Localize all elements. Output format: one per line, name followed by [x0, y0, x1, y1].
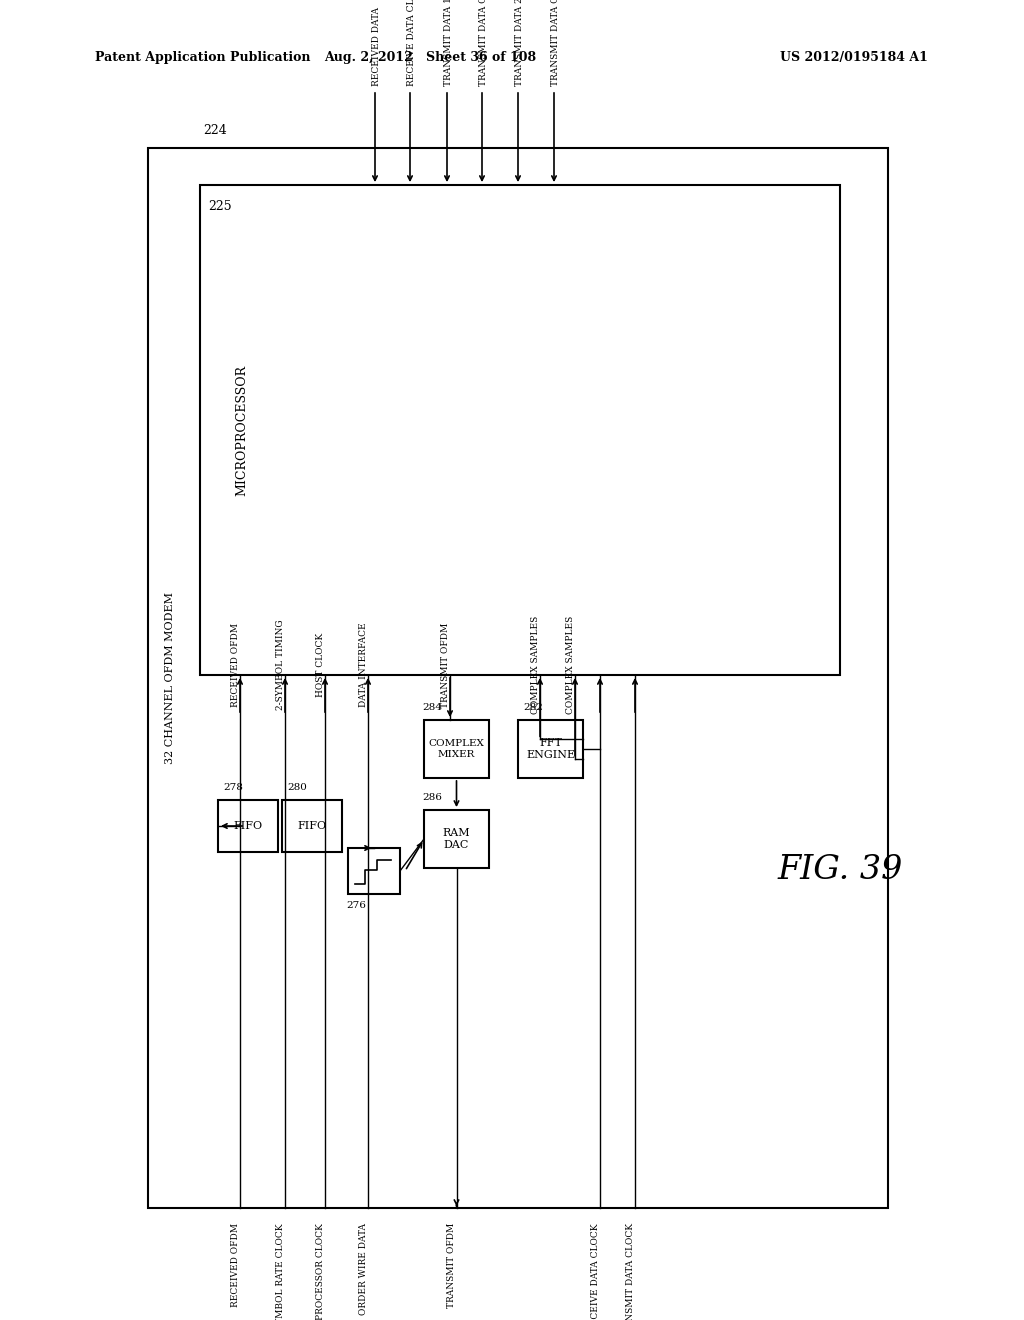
Text: US 2012/0195184 A1: US 2012/0195184 A1 — [780, 51, 928, 65]
Text: FIG. 39: FIG. 39 — [777, 854, 903, 886]
Text: RECEIVED DATA: RECEIVED DATA — [372, 7, 381, 86]
Text: TRANSMIT OFDM: TRANSMIT OFDM — [447, 1224, 457, 1308]
Bar — [282, 800, 342, 851]
Bar — [424, 719, 489, 777]
Text: FIFO: FIFO — [233, 821, 262, 832]
Bar — [424, 810, 489, 869]
Text: 224: 224 — [203, 124, 226, 136]
Text: COMPLEX SAMPLES: COMPLEX SAMPLES — [566, 616, 575, 714]
Text: RECEIVE DATA CLOCK: RECEIVE DATA CLOCK — [591, 1224, 600, 1320]
Text: TRANSMIT DATA 1: TRANSMIT DATA 1 — [444, 0, 453, 86]
Text: RECEIVED OFDM: RECEIVED OFDM — [231, 1224, 240, 1307]
Bar — [148, 148, 888, 1208]
Text: HOST CLOCK: HOST CLOCK — [316, 632, 325, 697]
Text: ORDER WIRE DATA: ORDER WIRE DATA — [359, 1224, 368, 1315]
Text: COMPLEX
MIXER: COMPLEX MIXER — [429, 739, 484, 759]
Text: 32 CHANNEL OFDM MODEM: 32 CHANNEL OFDM MODEM — [165, 591, 175, 764]
Text: SYMBOL RATE CLOCK: SYMBOL RATE CLOCK — [276, 1224, 285, 1320]
Text: RECEIVE DATA CLOCK 1: RECEIVE DATA CLOCK 1 — [407, 0, 416, 86]
Text: Aug. 2, 2012   Sheet 36 of 108: Aug. 2, 2012 Sheet 36 of 108 — [324, 51, 536, 65]
Text: TRANSMIT DATA 2: TRANSMIT DATA 2 — [515, 0, 524, 86]
Bar — [518, 719, 583, 777]
Text: TRANSMIT DATA CLOCK 2: TRANSMIT DATA CLOCK 2 — [551, 0, 560, 86]
Text: 225: 225 — [208, 201, 231, 214]
Text: FIFO: FIFO — [297, 821, 327, 832]
Text: MICROPROCESSOR: MICROPROCESSOR — [236, 364, 249, 495]
Text: RECEIVED OFDM: RECEIVED OFDM — [231, 623, 240, 708]
Text: 286: 286 — [422, 793, 442, 803]
Bar — [200, 185, 840, 675]
Text: Patent Application Publication: Patent Application Publication — [95, 51, 310, 65]
Text: TRANSMIT DATA CLOCK: TRANSMIT DATA CLOCK — [626, 1224, 635, 1320]
Text: 284: 284 — [422, 704, 442, 713]
Text: 2-SYMBOL TIMING: 2-SYMBOL TIMING — [276, 619, 285, 710]
Text: 282: 282 — [523, 704, 543, 713]
Bar — [348, 847, 400, 894]
Text: 276: 276 — [346, 902, 366, 911]
Text: RAM
DAC: RAM DAC — [442, 828, 470, 850]
Text: TRANSMIT DATA CLOCK 1: TRANSMIT DATA CLOCK 1 — [479, 0, 488, 86]
Text: FFT
ENGINE: FFT ENGINE — [526, 738, 575, 760]
Text: COMPLEX SAMPLES: COMPLEX SAMPLES — [531, 616, 540, 714]
Bar — [218, 800, 278, 851]
Text: 278: 278 — [223, 784, 243, 792]
Text: 280: 280 — [287, 784, 307, 792]
Text: TRANSMIT OFDM: TRANSMIT OFDM — [441, 622, 450, 708]
Text: DATA INTERFACE: DATA INTERFACE — [359, 623, 368, 708]
Text: PROCESSOR CLOCK: PROCESSOR CLOCK — [316, 1224, 325, 1320]
